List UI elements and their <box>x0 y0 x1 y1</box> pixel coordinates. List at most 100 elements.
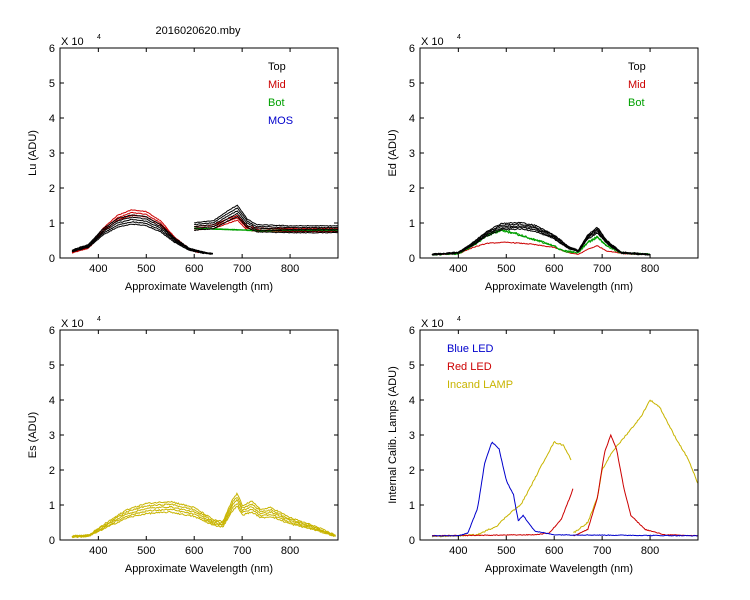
legend-entry-bot: Bot <box>268 97 285 109</box>
legend-entry-blue-led: Blue LED <box>447 343 494 355</box>
y-multiplier-exponent: 4 <box>457 34 461 41</box>
series-incand-lamp-line-0-1 <box>573 399 698 534</box>
y-axis-label: Lu (ADU) <box>27 130 39 176</box>
y-tick-label: 6 <box>49 43 55 55</box>
x-tick-label: 700 <box>593 263 611 275</box>
x-tick-label: 500 <box>137 263 155 275</box>
x-tick-label: 700 <box>233 263 251 275</box>
x-tick-label: 500 <box>497 545 515 557</box>
x-tick-label: 600 <box>545 545 563 557</box>
x-tick-label: 800 <box>641 263 659 275</box>
y-tick-label: 4 <box>49 395 55 407</box>
y-tick-label: 2 <box>409 465 415 477</box>
x-tick-label: 500 <box>497 263 515 275</box>
axes-frame <box>419 47 699 259</box>
plot-area-ed <box>431 221 650 256</box>
x-tick-label: 400 <box>449 545 467 557</box>
y-multiplier-exponent: 4 <box>457 316 461 323</box>
y-tick-label: 0 <box>49 535 55 547</box>
y-tick-label: 1 <box>409 218 415 230</box>
x-tick-label: 800 <box>281 545 299 557</box>
y-tick-label: 0 <box>49 253 55 265</box>
y-tick-label: 5 <box>409 78 415 90</box>
y-axis-label: Internal Calib. Lamps (ADU) <box>387 366 399 504</box>
y-multiplier: X 10 <box>61 318 84 330</box>
legend-entry-mos: MOS <box>268 115 293 127</box>
x-tick-label: 800 <box>281 263 299 275</box>
series-es-line-4-0 <box>71 492 336 538</box>
x-tick-label: 400 <box>89 263 107 275</box>
chart-lu: 400 500 600 700 800 0 1 2 3 4 5 6 X 10 4 Approximate W… <box>27 34 339 293</box>
series-top-line-2-1 <box>194 210 338 231</box>
y-axis-label: Ed (ADU) <box>387 129 399 176</box>
series-top-line-0-1 <box>194 216 338 234</box>
y-tick-label: 4 <box>49 113 55 125</box>
y-tick-label: 3 <box>49 148 55 160</box>
axes-frame <box>59 329 339 541</box>
series-top-line-3-1 <box>193 207 338 229</box>
x-tick-label: 600 <box>185 263 203 275</box>
y-axis-label: Es (ADU) <box>27 412 39 458</box>
chart-ed: 400 500 600 700 800 0 1 2 3 4 5 6 X 10 4 Approximate W… <box>387 34 699 293</box>
series-top-line-4-0 <box>71 214 213 254</box>
y-tick-label: 0 <box>409 535 415 547</box>
figure-title: 2016020620.mby <box>155 25 241 37</box>
y-tick-label: 1 <box>49 218 55 230</box>
y-tick-label: 3 <box>49 430 55 442</box>
series-mid-line-0-0 <box>431 241 650 256</box>
series-incand-lamp-line-0-0 <box>431 440 572 538</box>
y-multiplier: X 10 <box>421 318 444 330</box>
x-axis-label: Approximate Wavelength (nm) <box>485 281 633 293</box>
series-top-line-4-0 <box>431 221 650 256</box>
x-tick-label: 400 <box>89 545 107 557</box>
legend-entry-bot: Bot <box>628 97 645 109</box>
series-mid-line-1-0 <box>71 211 199 254</box>
series-es-line-2-0 <box>71 498 336 538</box>
series-top-line-4-1 <box>194 204 338 227</box>
plot-area-lu <box>71 204 338 255</box>
y-tick-label: 2 <box>49 183 55 195</box>
series-blue-led-line-0-0 <box>431 441 698 537</box>
y-multiplier: X 10 <box>421 36 444 48</box>
series-es-line-0-0 <box>71 505 336 539</box>
legend-entry-mid: Mid <box>628 79 646 91</box>
x-tick-label: 600 <box>185 545 203 557</box>
x-tick-label: 600 <box>545 263 563 275</box>
plot-area-lamps <box>431 399 698 538</box>
legend-entry-incand-lamp: Incand LAMP <box>447 379 513 391</box>
series-es-line-1-0 <box>71 503 336 538</box>
y-multiplier-exponent: 4 <box>97 316 101 323</box>
y-tick-label: 6 <box>409 43 415 55</box>
x-tick-label: 500 <box>137 545 155 557</box>
legend-entry-mid: Mid <box>268 79 286 91</box>
y-tick-label: 4 <box>409 395 415 407</box>
y-multiplier-exponent: 4 <box>97 34 101 41</box>
y-multiplier: X 10 <box>61 36 84 48</box>
x-axis-label: Approximate Wavelength (nm) <box>485 563 633 575</box>
y-tick-label: 5 <box>49 360 55 372</box>
series-mid-line-0-0 <box>71 214 199 254</box>
y-tick-label: 1 <box>409 500 415 512</box>
y-tick-label: 0 <box>409 253 415 265</box>
chart-lamps: 400 500 600 700 800 0 1 2 3 4 5 6 X 10 4 Approximate W… <box>387 316 699 575</box>
series-top-line-3-0 <box>431 223 650 256</box>
series-top-line-1-1 <box>194 212 338 232</box>
y-tick-label: 6 <box>409 325 415 337</box>
x-tick-label: 700 <box>233 545 251 557</box>
y-tick-label: 2 <box>409 183 415 195</box>
y-tick-label: 5 <box>409 360 415 372</box>
series-red-led-line-0-1 <box>573 433 698 537</box>
y-tick-label: 1 <box>49 500 55 512</box>
y-tick-label: 3 <box>409 430 415 442</box>
series-es-line-3-0 <box>71 497 336 538</box>
series-top-line-2-0 <box>71 218 214 255</box>
x-tick-label: 800 <box>641 545 659 557</box>
y-tick-label: 4 <box>409 113 415 125</box>
y-tick-label: 2 <box>49 465 55 477</box>
legend-entry-top: Top <box>268 61 286 73</box>
legend-entry-red-led: Red LED <box>447 361 492 373</box>
plot-area-es <box>71 492 336 539</box>
chart-es: 400 500 600 700 800 0 1 2 3 4 5 6 X 10 4 Approximate W… <box>27 316 339 575</box>
